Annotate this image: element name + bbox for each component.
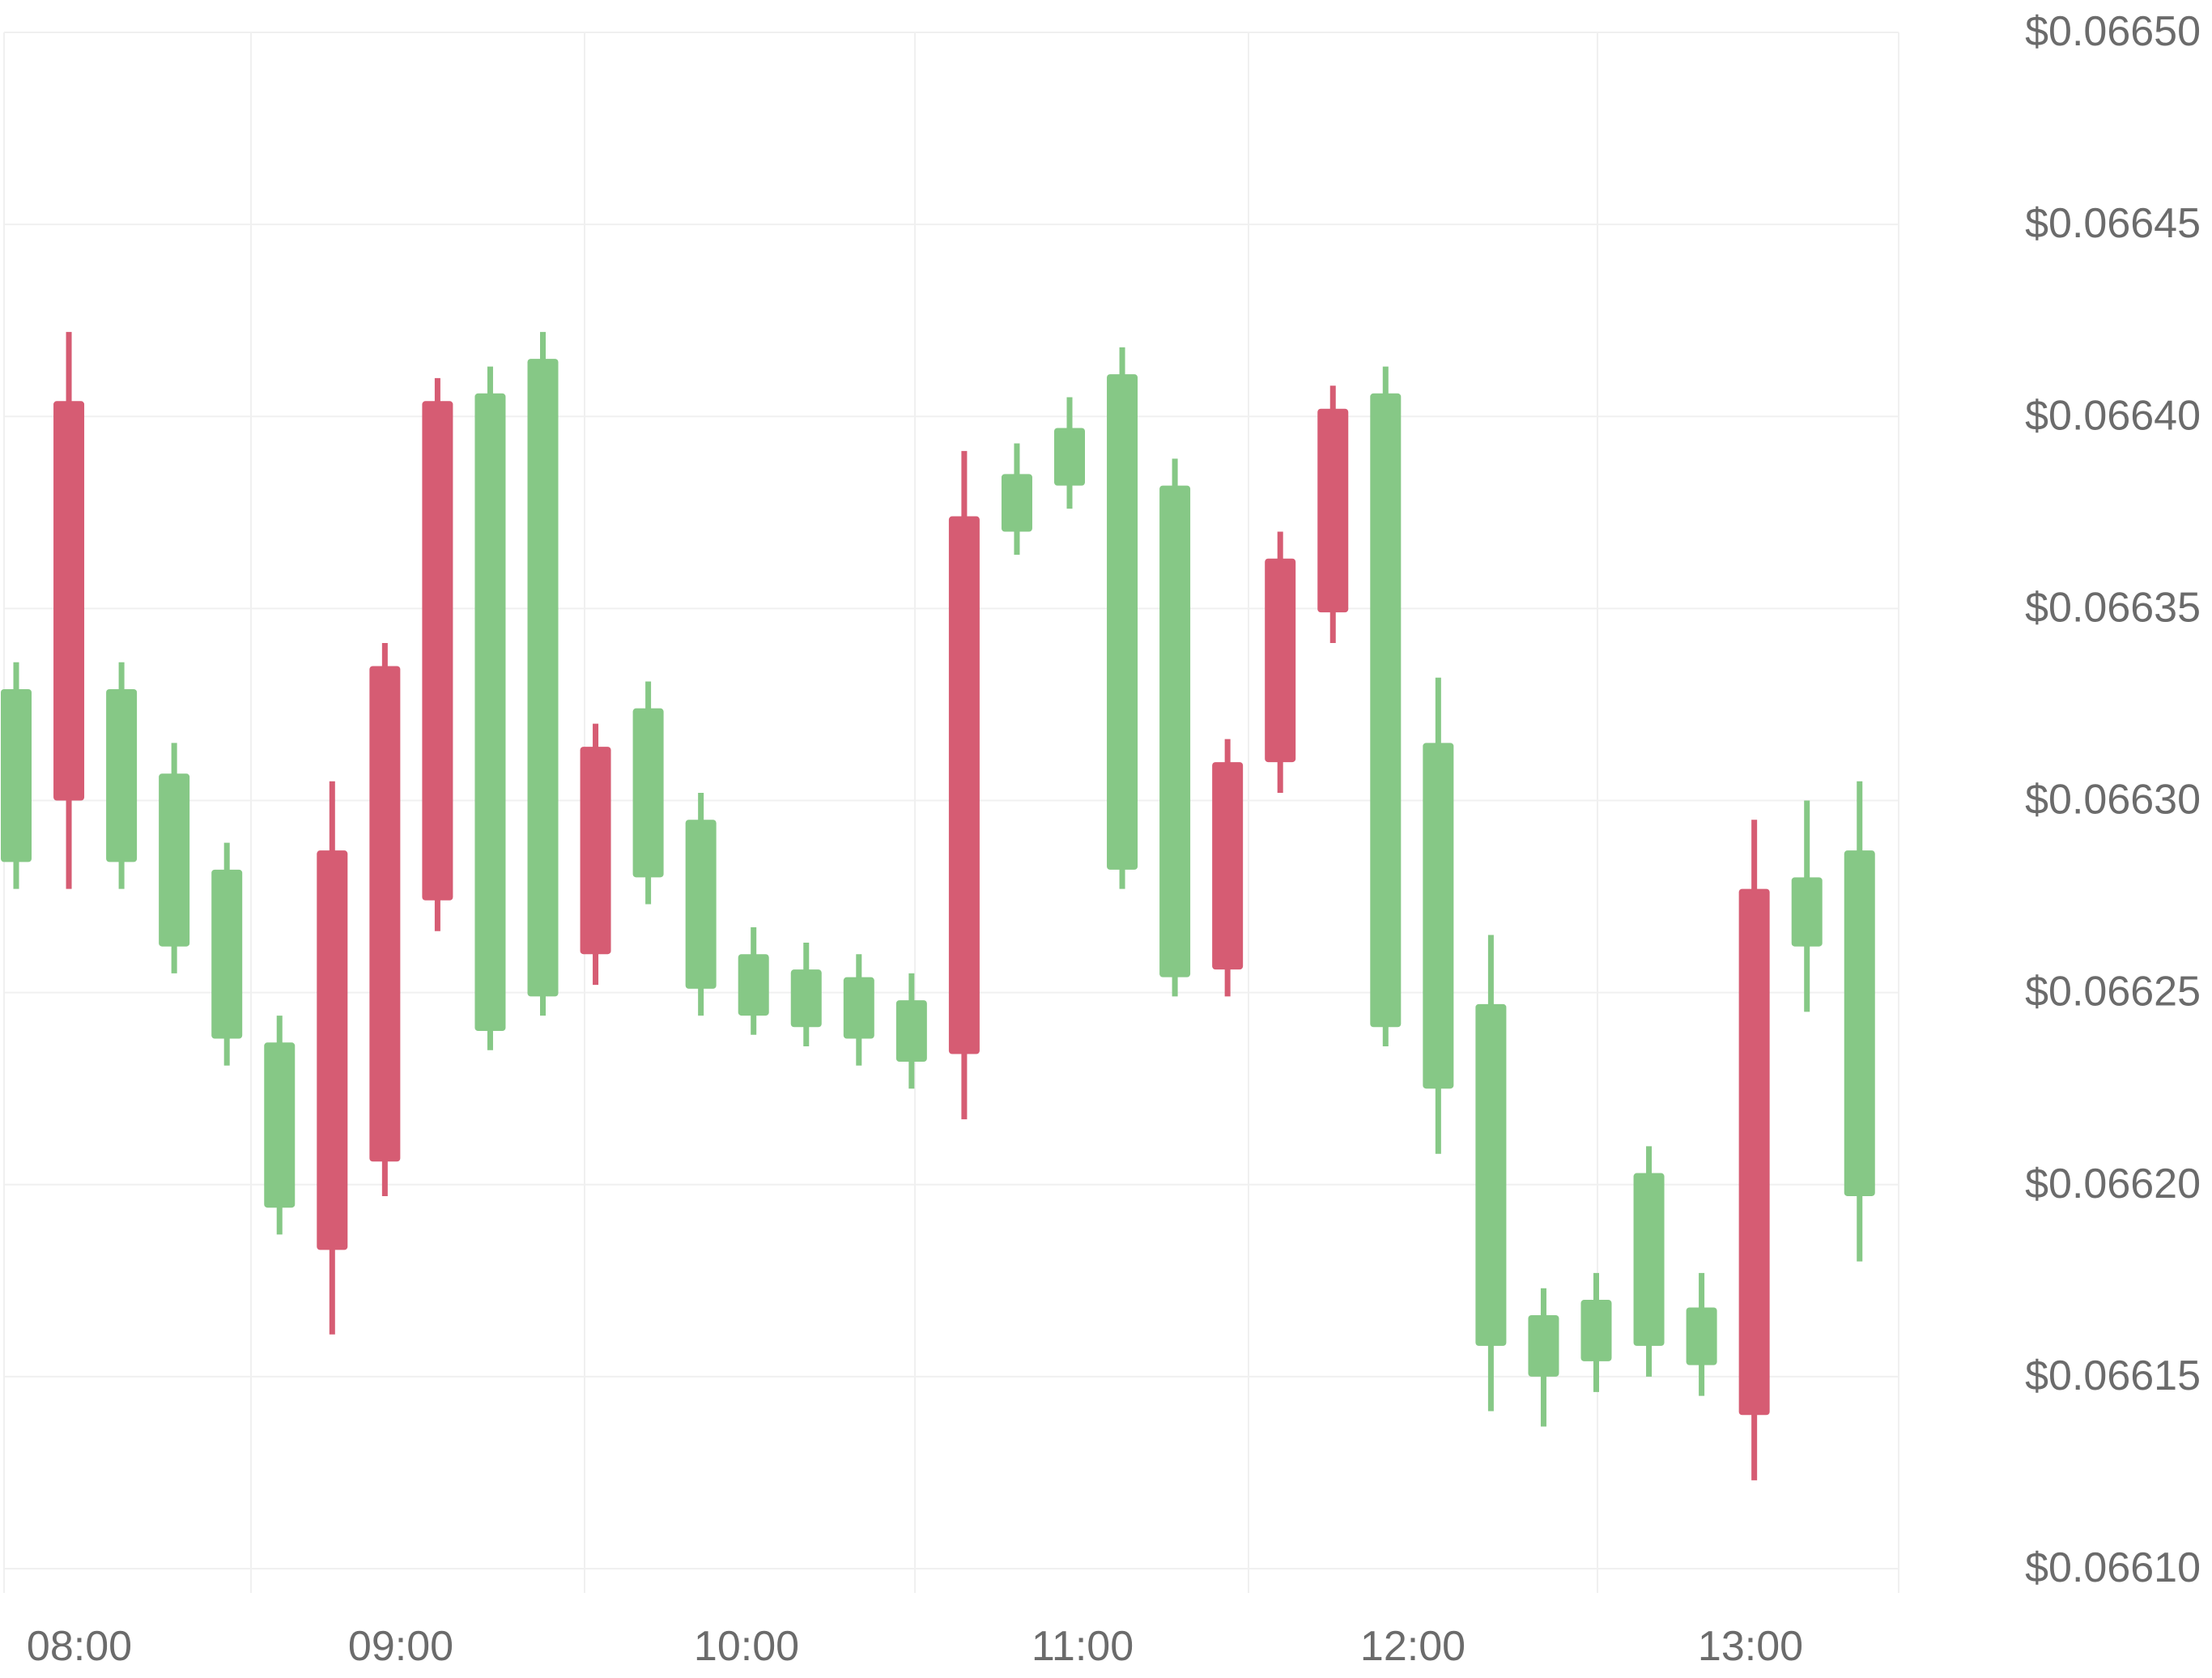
candle-body [1844,850,1875,1196]
candle-body [1738,888,1770,1416]
candle-up [474,366,506,1050]
candle-down [317,781,348,1335]
candle-down [1738,820,1770,1480]
y-tick-label: $0.06640 [2025,392,2201,439]
y-tick-label: $0.06650 [2025,8,2201,55]
candles [1,331,1875,1480]
candle-body [1107,374,1138,870]
candle-body [685,820,717,989]
candle-up [1001,443,1032,555]
candle-up [1370,366,1402,1047]
candle-up [264,1016,296,1235]
candle-body [632,708,664,878]
candle-body [1686,1307,1717,1365]
candle-body [1265,558,1296,763]
candle-body [738,954,769,1016]
candle-body [159,773,190,947]
candle-down [1265,531,1296,794]
candle-up [1528,1288,1559,1427]
candle-down [422,377,453,931]
y-tick-label: $0.06610 [2025,1544,2201,1591]
candle-body [1370,393,1402,1028]
y-tick-label: $0.06615 [2025,1352,2201,1399]
x-axis: 08:00 09:00 10:00 11:00 12:00 13:00 [27,1623,1803,1670]
y-tick-label: $0.06630 [2025,777,2201,824]
candle-body [948,516,980,1054]
y-tick-label: $0.06625 [2025,969,2201,1016]
candle-up [159,743,190,973]
candle-body [1159,485,1191,977]
y-axis: $0.06650 $0.06645 $0.06640 $0.06635 $0.06630… [2025,8,2201,1591]
candle-up [790,942,822,1047]
x-tick-label: 10:00 [694,1623,799,1670]
x-tick-label: 09:00 [348,1623,453,1670]
candle-body [1528,1314,1559,1377]
candle-up [632,681,664,905]
candle-up [1633,1146,1665,1377]
candle-body [369,666,401,1162]
candle-up [1791,800,1823,1012]
y-tick-label: $0.06620 [2025,1161,2201,1207]
candle-down [1212,739,1244,997]
candle-up [1,662,32,889]
candle-body [1633,1173,1665,1346]
candle-body [317,850,348,1250]
candle-body [790,969,822,1028]
candle-up [1159,458,1191,997]
candle-up [1107,347,1138,889]
candle-up [895,973,927,1089]
candle-body [53,401,85,801]
candle-up [1844,781,1875,1262]
x-tick-label: 13:00 [1698,1623,1803,1670]
candle-body [1791,877,1823,947]
candle-down [1317,385,1349,644]
candle-down [948,450,980,1120]
candle-body [1,688,32,862]
candle-body [1423,743,1454,1089]
candle-body [895,1000,927,1062]
candle-up [1580,1272,1612,1392]
candle-down [580,723,611,986]
candle-body [474,393,506,1032]
candle-up [211,842,243,1066]
candle-body [106,688,138,862]
x-tick-label: 08:00 [27,1623,132,1670]
x-tick-label: 12:00 [1360,1623,1465,1670]
candle-up [738,927,769,1035]
candle-body [211,869,243,1039]
candle-body [1212,762,1244,970]
y-tick-label: $0.06645 [2025,200,2201,247]
candle-up [1054,397,1085,509]
candle-body [1317,408,1349,613]
candle-body [1475,1003,1507,1346]
candle-body [422,401,453,901]
candle-down [53,331,85,889]
candle-down [369,643,401,1196]
candle-up [527,331,559,1016]
candle-body [843,977,874,1039]
candle-up [1686,1272,1717,1396]
y-tick-label: $0.06635 [2025,584,2201,631]
candle-body [580,747,611,955]
x-tick-label: 11:00 [1032,1623,1134,1670]
candle-up [1475,935,1507,1412]
candle-body [264,1042,296,1208]
candle-body [1001,474,1032,532]
candle-up [1423,677,1454,1154]
candle-body [527,359,559,997]
candle-body [1580,1300,1612,1361]
candle-up [106,662,138,889]
candle-up [843,954,874,1066]
candle-body [1054,428,1085,486]
candle-up [685,793,717,1016]
